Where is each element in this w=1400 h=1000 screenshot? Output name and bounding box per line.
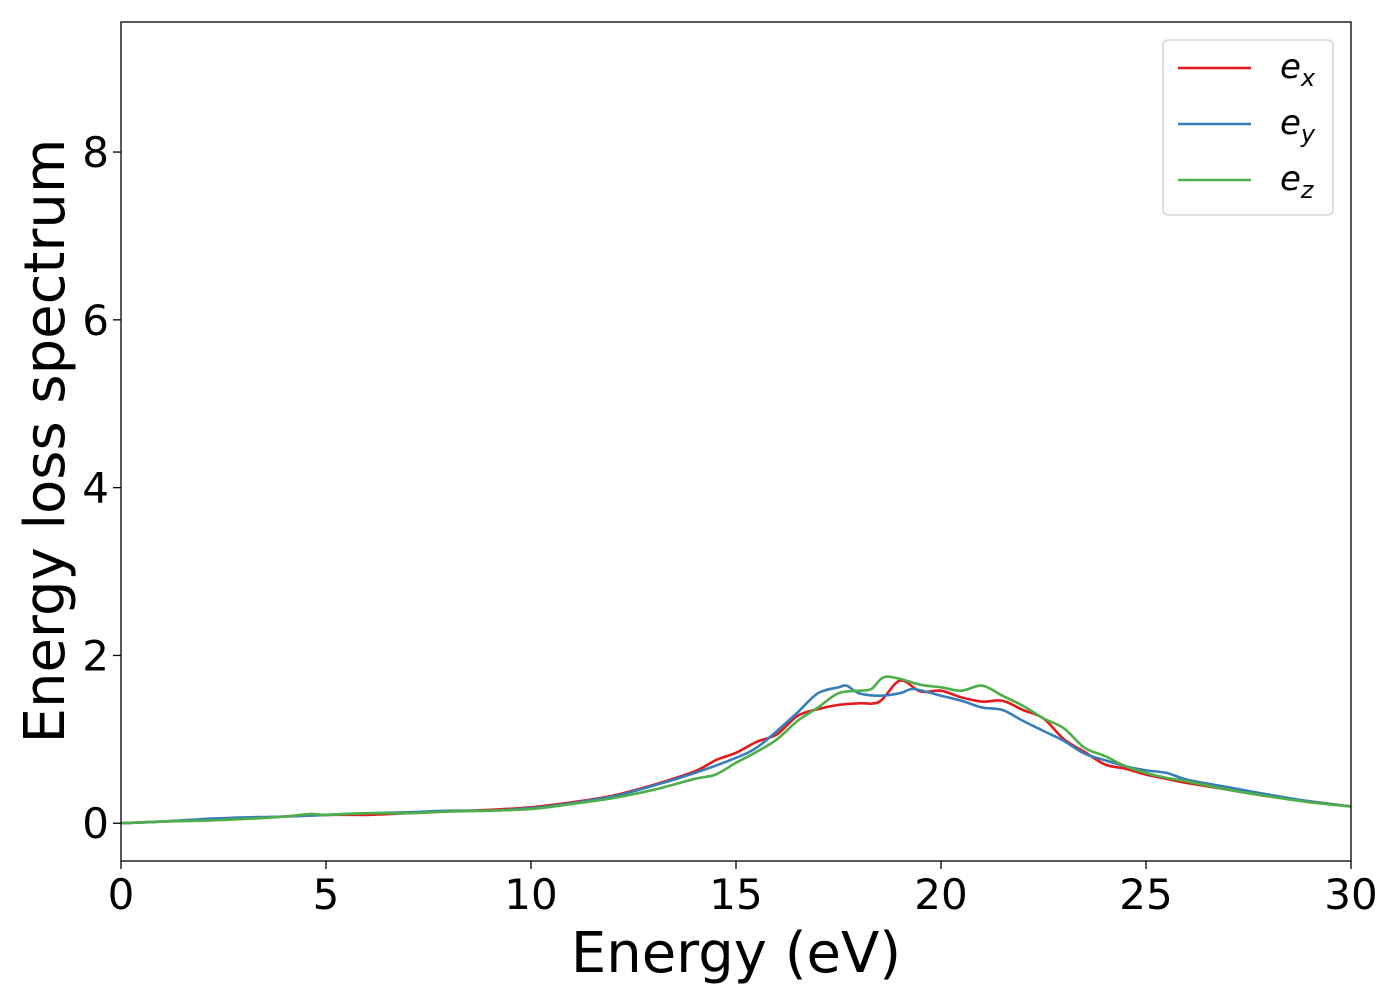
y-tick-label: 8 xyxy=(82,128,109,177)
x-tick-label: 25 xyxy=(1119,870,1172,919)
x-tick-label: 5 xyxy=(313,870,340,919)
legend-box xyxy=(1162,39,1334,216)
x-axis-label: Energy (eV) xyxy=(571,921,901,986)
series-line-e-z xyxy=(121,675,1351,825)
ticks-layer: 0 5 10 15 20 25 30 0 2 4 6 8 xyxy=(82,128,1377,919)
x-tick-label: 0 xyxy=(108,870,135,919)
y-tick-label: 6 xyxy=(82,296,109,345)
series-line-e-y xyxy=(121,684,1351,825)
y-tick-label: 2 xyxy=(82,631,109,680)
x-tick-label: 20 xyxy=(914,870,967,919)
x-tick-label: 30 xyxy=(1324,870,1377,919)
series-layer xyxy=(121,675,1351,825)
y-tick-label: 4 xyxy=(82,464,109,513)
y-axis-label: Energy loss spectrum xyxy=(13,139,78,744)
x-tick-label: 15 xyxy=(709,870,762,919)
series-line-e-x xyxy=(121,679,1351,825)
y-tick-label: 0 xyxy=(82,799,109,848)
x-tick-label: 10 xyxy=(504,870,557,919)
